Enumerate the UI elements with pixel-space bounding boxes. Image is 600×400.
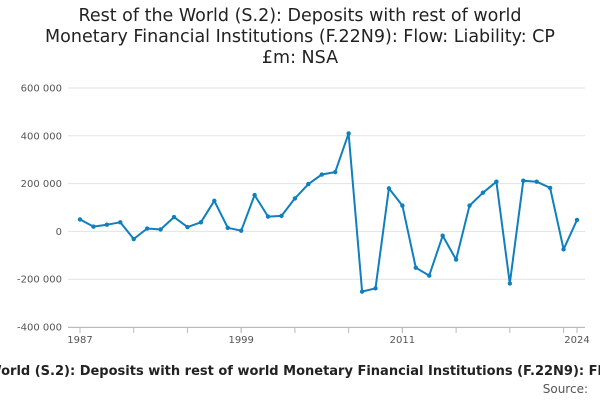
chart-title-line-2: Monetary Financial Institutions (F.22N9)…: [45, 27, 555, 47]
data-point[interactable]: [453, 257, 459, 262]
data-point[interactable]: [373, 286, 378, 291]
data-point[interactable]: [144, 226, 150, 231]
data-point[interactable]: [440, 233, 445, 238]
data-point[interactable]: [198, 220, 204, 225]
footer-series-label: Rest of the World (S.2): Deposits with r…: [0, 364, 600, 379]
data-point[interactable]: [386, 186, 392, 191]
series-group: [77, 131, 580, 294]
data-point[interactable]: [131, 236, 136, 242]
data-point[interactable]: [413, 265, 419, 270]
x-tick-label: 1987: [67, 335, 92, 346]
y-tick-label: 400 000: [21, 131, 62, 142]
data-point[interactable]: [252, 192, 257, 198]
x-axis: 1987 1999 2011 2024: [67, 327, 590, 346]
y-tick-label: -400 000: [17, 323, 62, 334]
data-point[interactable]: [346, 131, 351, 136]
footer-source: Source:: [542, 382, 588, 396]
data-point[interactable]: [91, 224, 96, 229]
y-tick-label: 200 000: [21, 179, 62, 190]
y-tick-label: 600 000: [21, 84, 62, 95]
chart-title-line-1: Rest of the World (S.2): Deposits with r…: [78, 6, 522, 26]
data-point[interactable]: [238, 228, 244, 233]
chart-title-line-3: £m: NSA: [261, 48, 339, 68]
y-tick-label: -200 000: [17, 275, 62, 286]
data-point[interactable]: [547, 185, 553, 191]
x-tick-label: 1999: [228, 335, 253, 346]
data-point[interactable]: [212, 198, 217, 204]
data-point[interactable]: [171, 214, 177, 220]
x-tick-label: 2024: [564, 335, 589, 346]
data-point[interactable]: [480, 190, 486, 195]
data-point[interactable]: [185, 224, 190, 230]
data-point[interactable]: [521, 178, 526, 183]
data-point[interactable]: [104, 222, 110, 227]
data-point[interactable]: [534, 179, 539, 184]
data-point[interactable]: [467, 203, 472, 208]
data-point[interactable]: [118, 220, 123, 225]
gridlines: [68, 87, 585, 328]
footer-series-label-box: Rest of the World (S.2): Deposits with r…: [0, 364, 600, 382]
data-point[interactable]: [319, 172, 324, 177]
data-point[interactable]: [400, 203, 405, 208]
data-point[interactable]: [292, 196, 298, 201]
data-point[interactable]: [77, 217, 83, 222]
data-point[interactable]: [427, 273, 432, 278]
y-axis-ticks: 600 000 400 000 200 000 0 -200 000 -400 000: [17, 84, 62, 334]
data-point[interactable]: [574, 217, 580, 223]
y-tick-label: 0: [56, 227, 62, 238]
series-line: [79, 132, 578, 293]
data-point[interactable]: [265, 214, 271, 219]
data-point[interactable]: [359, 289, 365, 294]
data-point[interactable]: [494, 179, 499, 184]
data-point[interactable]: [279, 213, 284, 219]
data-point[interactable]: [561, 247, 566, 252]
data-point[interactable]: [225, 225, 230, 231]
data-point[interactable]: [306, 181, 311, 187]
x-tick-label: 2011: [390, 335, 415, 346]
data-point[interactable]: [507, 281, 513, 286]
data-point[interactable]: [158, 227, 163, 232]
chart-title: Rest of the World (S.2): Deposits with r…: [0, 6, 600, 69]
data-point[interactable]: [333, 169, 338, 175]
